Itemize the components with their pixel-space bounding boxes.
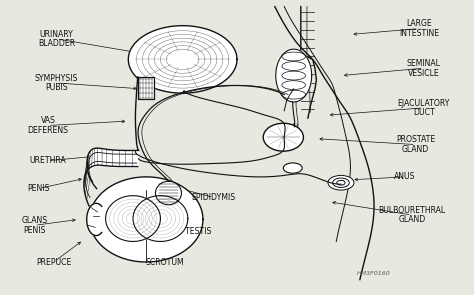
Text: VAS
DEFERENS: VAS DEFERENS (27, 116, 68, 135)
Polygon shape (90, 177, 203, 262)
Text: PROSTATE
GLAND: PROSTATE GLAND (396, 135, 435, 154)
Text: EJACULATORY
DUCT: EJACULATORY DUCT (397, 99, 450, 117)
Text: SYMPHYSIS
PUBIS: SYMPHYSIS PUBIS (35, 73, 78, 92)
Text: TESTIS: TESTIS (185, 227, 211, 236)
Polygon shape (106, 196, 160, 241)
Text: BULBOURETHRAL
GLAND: BULBOURETHRAL GLAND (378, 206, 446, 224)
Text: HM3F0160: HM3F0160 (357, 271, 391, 276)
Text: PREPUCE: PREPUCE (36, 258, 71, 266)
Text: URINARY
BLADDER: URINARY BLADDER (38, 30, 75, 48)
Text: EPIDIDYMIS: EPIDIDYMIS (191, 193, 236, 202)
Text: GLANS
PENIS: GLANS PENIS (22, 216, 48, 235)
Polygon shape (128, 26, 237, 93)
Polygon shape (138, 77, 155, 99)
Polygon shape (87, 203, 102, 236)
Polygon shape (276, 49, 312, 102)
Text: URETHRA: URETHRA (30, 156, 66, 165)
Text: LARGE
INTESTINE: LARGE INTESTINE (399, 19, 439, 38)
Ellipse shape (283, 163, 302, 173)
Ellipse shape (328, 176, 354, 190)
Text: SEMINAL
VESICLE: SEMINAL VESICLE (407, 59, 441, 78)
Ellipse shape (155, 181, 182, 205)
Polygon shape (133, 196, 188, 241)
Ellipse shape (263, 123, 303, 151)
Text: PENIS: PENIS (27, 184, 50, 193)
Text: ANUS: ANUS (394, 172, 416, 181)
Text: SCROTUM: SCROTUM (146, 258, 184, 266)
